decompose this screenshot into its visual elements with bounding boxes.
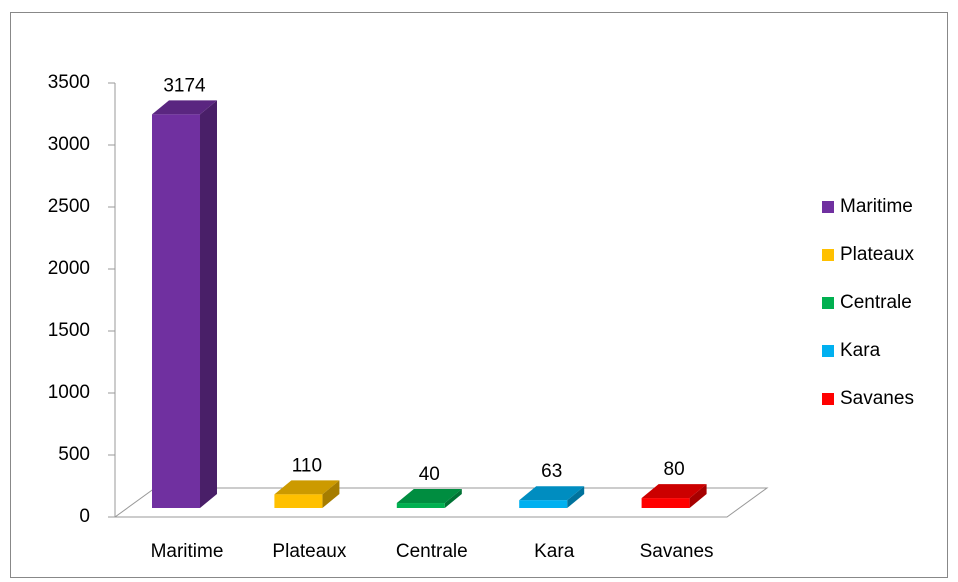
legend-swatch (822, 249, 834, 261)
legend-swatch (822, 393, 834, 405)
bar-side (200, 100, 217, 508)
bar (396, 503, 445, 508)
legend-swatch (822, 345, 834, 357)
bar (519, 500, 568, 508)
legend-label: Centrale (840, 292, 912, 313)
legend-swatch (822, 201, 834, 213)
x-tick-label: Maritime (151, 541, 224, 562)
legend-label: Maritime (840, 196, 913, 217)
legend-label: Kara (840, 340, 881, 361)
bar-top (641, 484, 707, 499)
bar-side (444, 489, 462, 508)
data-label: 63 (541, 461, 562, 482)
y-tick-label: 2000 (48, 258, 90, 279)
legend-label: Savanes (840, 388, 914, 409)
legend-swatch (822, 297, 834, 309)
data-label: 110 (292, 455, 322, 476)
y-tick-label: 1500 (48, 320, 90, 341)
data-label: 3174 (163, 75, 206, 96)
chart-border (10, 12, 948, 578)
floor (113, 487, 769, 518)
bar-side (567, 486, 585, 508)
y-tick-label: 3500 (48, 72, 90, 93)
bar-top (274, 480, 340, 495)
x-tick-label: Plateaux (272, 541, 346, 562)
legend-label: Plateaux (840, 244, 914, 265)
bar-top (396, 489, 462, 504)
bar-top (152, 100, 217, 115)
bar-side (322, 480, 340, 508)
data-label: 80 (664, 459, 685, 480)
x-tick-label: Savanes (640, 541, 714, 562)
y-tick-label: 1000 (48, 382, 90, 403)
data-label: 40 (419, 464, 440, 485)
bar (641, 498, 690, 508)
x-tick-label: Kara (534, 541, 575, 562)
y-tick-label: 2500 (48, 196, 90, 217)
y-tick-label: 3000 (48, 134, 90, 155)
bar-top (519, 486, 585, 501)
x-tick-label: Centrale (396, 541, 468, 562)
bar (274, 494, 323, 508)
y-tick-label: 500 (58, 444, 90, 465)
bar (152, 114, 200, 508)
bar-side (689, 484, 707, 508)
y-tick-label: 0 (79, 506, 90, 527)
